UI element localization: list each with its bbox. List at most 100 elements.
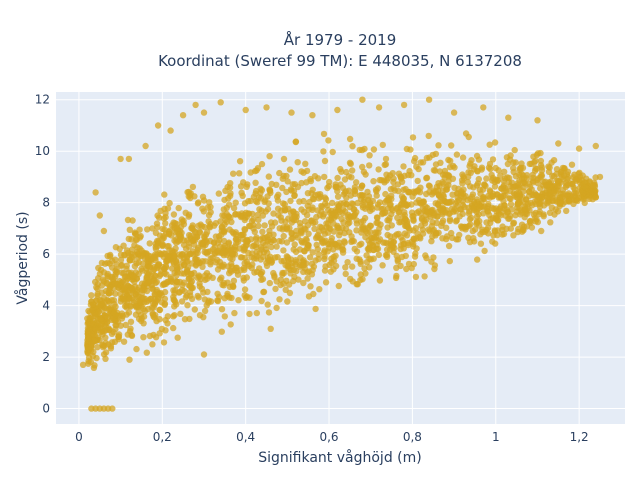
data-point xyxy=(400,163,407,170)
data-point xyxy=(306,254,314,261)
data-point xyxy=(322,263,329,270)
data-point xyxy=(545,163,552,170)
data-point xyxy=(144,226,151,233)
data-point xyxy=(127,318,135,325)
data-point xyxy=(353,255,360,262)
data-point xyxy=(528,224,536,231)
data-point xyxy=(402,216,409,223)
data-point xyxy=(160,339,168,346)
data-point xyxy=(264,193,271,200)
data-point xyxy=(461,204,468,211)
data-point xyxy=(580,196,587,203)
data-point xyxy=(154,212,161,219)
data-point xyxy=(125,155,133,163)
data-point xyxy=(166,199,173,207)
data-point xyxy=(154,224,161,231)
data-point xyxy=(106,286,113,293)
data-point xyxy=(149,225,156,232)
data-point xyxy=(243,237,251,244)
data-point xyxy=(379,262,386,269)
data-point xyxy=(475,222,483,229)
data-point xyxy=(405,189,412,196)
data-point xyxy=(351,245,358,253)
data-point xyxy=(320,148,327,155)
data-point xyxy=(359,146,366,154)
data-point xyxy=(171,220,179,227)
data-point xyxy=(514,199,522,206)
data-point xyxy=(512,183,519,190)
data-point xyxy=(311,225,318,232)
y-tick-label: 8 xyxy=(42,196,50,210)
data-point xyxy=(258,160,266,168)
data-point xyxy=(411,154,419,162)
data-point xyxy=(241,211,248,219)
data-point xyxy=(344,259,351,266)
data-point xyxy=(171,303,178,310)
data-point xyxy=(524,200,532,208)
data-point xyxy=(532,209,539,217)
data-point xyxy=(400,240,408,247)
data-point xyxy=(309,219,317,226)
data-point xyxy=(162,280,170,288)
data-point xyxy=(339,249,347,256)
data-point xyxy=(503,206,510,213)
data-point xyxy=(302,160,309,167)
data-point xyxy=(548,204,556,211)
data-point xyxy=(478,164,486,171)
data-point xyxy=(241,225,248,233)
data-point xyxy=(381,161,388,169)
data-point xyxy=(207,255,214,262)
data-point xyxy=(532,218,539,225)
data-point xyxy=(373,214,381,221)
data-point xyxy=(168,232,175,239)
data-point xyxy=(231,309,238,317)
data-point xyxy=(112,290,119,297)
data-point xyxy=(296,219,304,227)
data-point xyxy=(186,315,193,323)
data-point xyxy=(330,253,337,261)
data-point xyxy=(511,146,518,154)
data-point xyxy=(92,278,99,286)
data-point xyxy=(98,282,106,289)
data-point xyxy=(158,251,165,258)
data-point xyxy=(510,232,517,239)
data-point xyxy=(395,230,402,238)
data-point xyxy=(200,314,207,321)
data-point xyxy=(128,254,135,261)
data-point xyxy=(304,269,311,276)
data-point xyxy=(364,188,371,196)
data-point xyxy=(192,236,199,244)
data-point xyxy=(314,207,321,214)
data-point xyxy=(349,167,356,174)
data-point xyxy=(428,207,435,214)
data-point xyxy=(447,157,454,165)
data-point xyxy=(289,181,296,188)
data-point xyxy=(334,106,341,114)
data-point xyxy=(149,284,156,292)
data-point xyxy=(501,175,509,182)
data-point xyxy=(418,222,425,229)
data-point xyxy=(84,328,92,335)
data-point xyxy=(232,199,239,206)
data-point xyxy=(382,239,389,246)
data-point xyxy=(203,275,211,282)
data-point xyxy=(465,210,473,217)
data-point xyxy=(209,274,216,281)
data-point xyxy=(201,248,208,256)
data-point xyxy=(540,178,547,186)
data-point xyxy=(443,224,450,231)
data-point xyxy=(330,246,337,253)
data-point xyxy=(351,190,359,197)
data-point xyxy=(394,181,402,188)
data-point xyxy=(294,159,301,166)
data-point xyxy=(292,257,299,264)
data-point xyxy=(346,135,354,143)
data-point xyxy=(200,351,208,358)
data-point xyxy=(109,405,116,412)
data-point xyxy=(444,199,451,206)
data-point xyxy=(313,213,320,221)
data-point xyxy=(283,223,291,231)
data-point xyxy=(247,222,254,230)
data-point xyxy=(194,249,201,257)
data-point xyxy=(328,259,335,266)
